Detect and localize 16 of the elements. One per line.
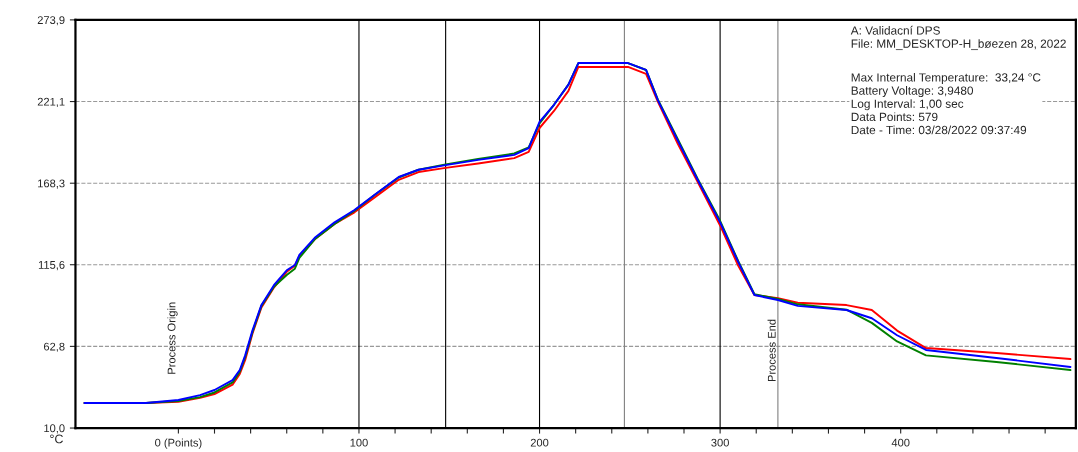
annotation: Process Origin [167, 302, 178, 374]
ref-line-label: Process End [767, 319, 776, 382]
y-tick-label: 10,0 [44, 424, 65, 434]
y-axis-title: °C [50, 434, 63, 444]
annotation: Max Internal Temperature: 33,24 °C Battery Voltage: 3,9480 Log Interval: 1,00 sec Data Points: 579 Date - Time: 03/28/2022 09:37:49 [851, 72, 1041, 135]
y-tick-label: 168,3 [38, 179, 65, 189]
x-tick-label: 100 [350, 438, 368, 447]
x-tick-label: 0 (Points) [155, 438, 202, 449]
x-tick-label: 200 [530, 438, 549, 447]
annotation: A: Validacní DPS File: MM_DESKTOP-H_bøezen 28, 2022 [850, 25, 1066, 51]
y-tick-label: 273,9 [37, 16, 65, 26]
x-tick-label: 300 [711, 438, 729, 447]
x-tick-label: 400 [891, 438, 910, 447]
y-tick-label: 221,1 [37, 97, 65, 107]
y-tick-label: 115,6 [38, 260, 65, 271]
y-tick-label: 62,8 [43, 342, 65, 352]
